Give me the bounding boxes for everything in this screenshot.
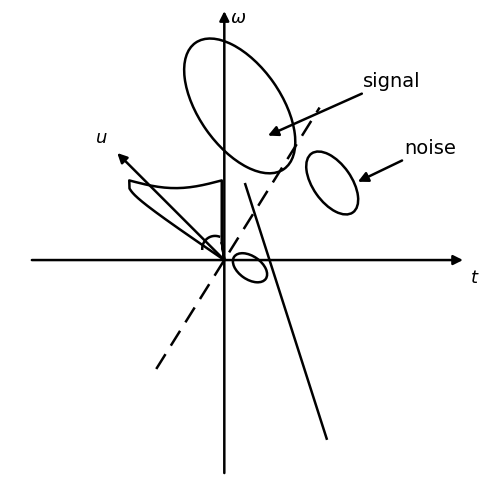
Text: ω: ω bbox=[230, 9, 246, 27]
Text: u: u bbox=[96, 129, 108, 146]
Text: t: t bbox=[471, 268, 478, 286]
Text: noise: noise bbox=[360, 138, 456, 181]
Text: signal: signal bbox=[270, 72, 420, 135]
